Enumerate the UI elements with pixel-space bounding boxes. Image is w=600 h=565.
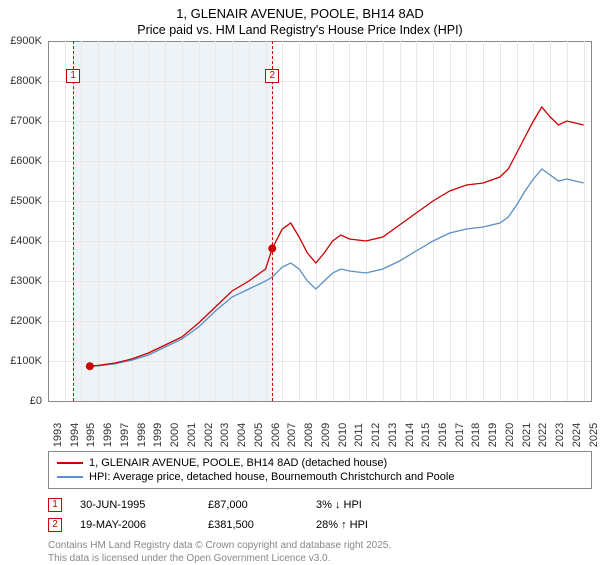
- sale-row-date: 30-JUN-1995: [80, 499, 190, 511]
- legend-item: HPI: Average price, detached house, Bour…: [57, 470, 583, 484]
- sale-row-price: £381,500: [208, 519, 298, 531]
- x-tick-label: 2000: [169, 423, 181, 447]
- footer-line-2: This data is licensed under the Open Gov…: [48, 552, 592, 565]
- x-tick-label: 2012: [370, 423, 382, 447]
- y-tick-label: £800K: [10, 75, 42, 87]
- legend-label: 1, GLENAIR AVENUE, POOLE, BH14 8AD (deta…: [89, 457, 387, 469]
- x-axis: 1993199419951996199719981999200020012002…: [48, 403, 592, 443]
- sale-marker-line: [272, 41, 273, 401]
- x-tick-label: 2003: [219, 423, 231, 447]
- x-tick-label: 2006: [270, 423, 282, 447]
- x-tick-label: 2023: [554, 423, 566, 447]
- sale-marker-flag: 1: [66, 69, 80, 83]
- sale-row-diff: 3% ↓ HPI: [316, 499, 426, 511]
- x-tick-label: 2010: [337, 423, 349, 447]
- x-tick-label: 2022: [537, 423, 549, 447]
- x-tick-label: 2007: [286, 423, 298, 447]
- x-tick-label: 2014: [404, 423, 416, 447]
- legend: 1, GLENAIR AVENUE, POOLE, BH14 8AD (deta…: [48, 451, 592, 489]
- x-tick-label: 2018: [470, 423, 482, 447]
- chart-subtitle: Price paid vs. HM Land Registry's House …: [0, 21, 600, 41]
- x-tick-label: 2021: [521, 423, 533, 447]
- y-tick-label: £500K: [10, 195, 42, 207]
- footer-attribution: Contains HM Land Registry data © Crown c…: [48, 539, 592, 565]
- x-tick-label: 2009: [320, 423, 332, 447]
- footer-line-1: Contains HM Land Registry data © Crown c…: [48, 539, 592, 552]
- y-tick-label: £300K: [10, 275, 42, 287]
- x-tick-label: 2017: [454, 423, 466, 447]
- x-tick-label: 2004: [236, 423, 248, 447]
- y-tick-label: £700K: [10, 115, 42, 127]
- series-property: [90, 107, 584, 366]
- legend-label: HPI: Average price, detached house, Bour…: [89, 471, 454, 483]
- series-hpi: [90, 169, 584, 366]
- y-tick-label: £400K: [10, 235, 42, 247]
- x-tick-label: 1993: [52, 423, 64, 447]
- y-tick-label: £100K: [10, 355, 42, 367]
- gridline-horizontal: [48, 401, 592, 402]
- legend-item: 1, GLENAIR AVENUE, POOLE, BH14 8AD (deta…: [57, 456, 583, 470]
- sale-point: [86, 362, 94, 370]
- x-tick-label: 2025: [588, 423, 600, 447]
- x-tick-label: 2020: [504, 423, 516, 447]
- sale-row-date: 19-MAY-2006: [80, 519, 190, 531]
- sales-table: 1 30-JUN-1995 £87,000 3% ↓ HPI 2 19-MAY-2006 £…: [48, 495, 592, 535]
- sale-marker-flag: 2: [265, 69, 279, 83]
- chart-title: 1, GLENAIR AVENUE, POOLE, BH14 8AD: [0, 0, 600, 21]
- sale-row-marker: 2: [48, 518, 62, 532]
- sale-row-diff: 28% ↑ HPI: [316, 519, 426, 531]
- x-tick-label: 1998: [136, 423, 148, 447]
- x-tick-label: 2001: [186, 423, 198, 447]
- y-tick-label: £600K: [10, 155, 42, 167]
- x-tick-label: 2002: [203, 423, 215, 447]
- x-tick-label: 2008: [303, 423, 315, 447]
- x-tick-label: 1994: [69, 423, 81, 447]
- sale-row-price: £87,000: [208, 499, 298, 511]
- x-tick-label: 1995: [85, 423, 97, 447]
- plot-region: 12: [48, 41, 592, 401]
- x-tick-label: 2011: [353, 423, 365, 447]
- sale-row: 2 19-MAY-2006 £381,500 28% ↑ HPI: [48, 515, 592, 535]
- x-tick-label: 2024: [571, 423, 583, 447]
- x-tick-label: 2019: [487, 423, 499, 447]
- y-axis: £0£100K£200K£300K£400K£500K£600K£700K£80…: [0, 41, 44, 401]
- y-tick-label: £900K: [10, 35, 42, 47]
- sale-row: 1 30-JUN-1995 £87,000 3% ↓ HPI: [48, 495, 592, 515]
- x-tick-label: 1999: [152, 423, 164, 447]
- x-tick-label: 2013: [387, 423, 399, 447]
- x-tick-label: 2016: [437, 423, 449, 447]
- x-tick-label: 2005: [253, 423, 265, 447]
- sale-row-marker: 1: [48, 498, 62, 512]
- x-tick-label: 1997: [119, 423, 131, 447]
- legend-swatch: [57, 476, 83, 478]
- sale-marker-line: [73, 41, 74, 401]
- x-tick-label: 2015: [420, 423, 432, 447]
- chart-plot-area: £0£100K£200K£300K£400K£500K£600K£700K£80…: [48, 41, 592, 401]
- y-tick-label: £0: [30, 395, 42, 407]
- plot-svg: [48, 41, 592, 401]
- legend-swatch: [57, 462, 83, 464]
- x-tick-label: 1996: [102, 423, 114, 447]
- y-tick-label: £200K: [10, 315, 42, 327]
